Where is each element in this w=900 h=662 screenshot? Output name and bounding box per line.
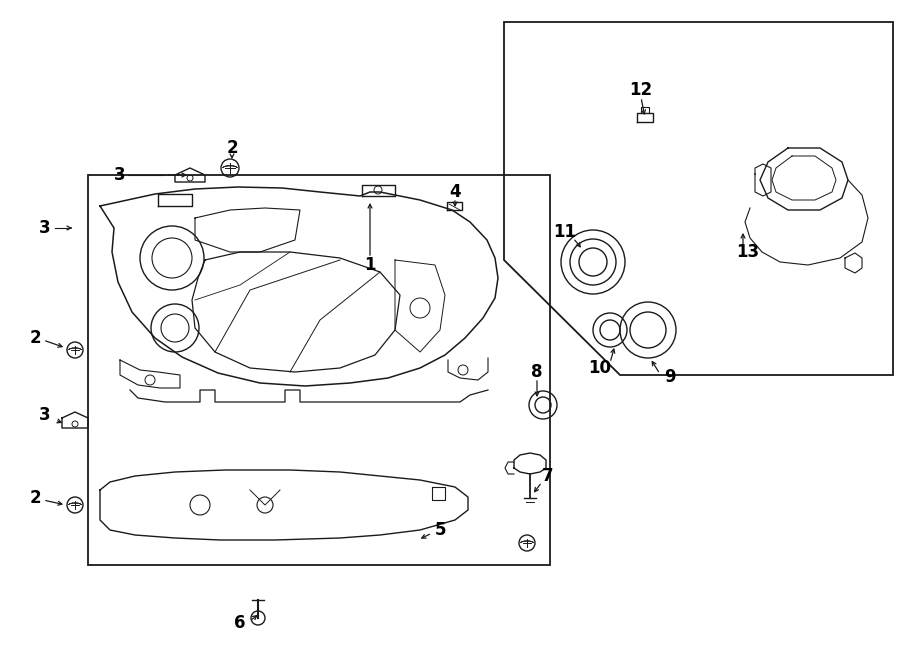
Text: 3: 3 [114,166,126,184]
Text: 10: 10 [589,359,611,377]
Bar [88,175,550,565]
Text: 7: 7 [542,467,554,485]
Text: 13: 13 [736,243,760,261]
Text: 11: 11 [554,223,577,241]
Text: 4: 4 [449,183,461,201]
Text: 2: 2 [29,489,40,507]
Text: 2: 2 [226,139,238,157]
Text: 2: 2 [29,329,40,347]
Text: 5: 5 [434,521,446,539]
Text: 12: 12 [629,81,652,99]
Text: 8: 8 [531,363,543,381]
Text: 1: 1 [364,256,376,274]
Text: 3: 3 [40,219,50,237]
Text: 9: 9 [664,368,676,386]
Text: 3: 3 [40,406,50,424]
Text: 6: 6 [234,614,246,632]
